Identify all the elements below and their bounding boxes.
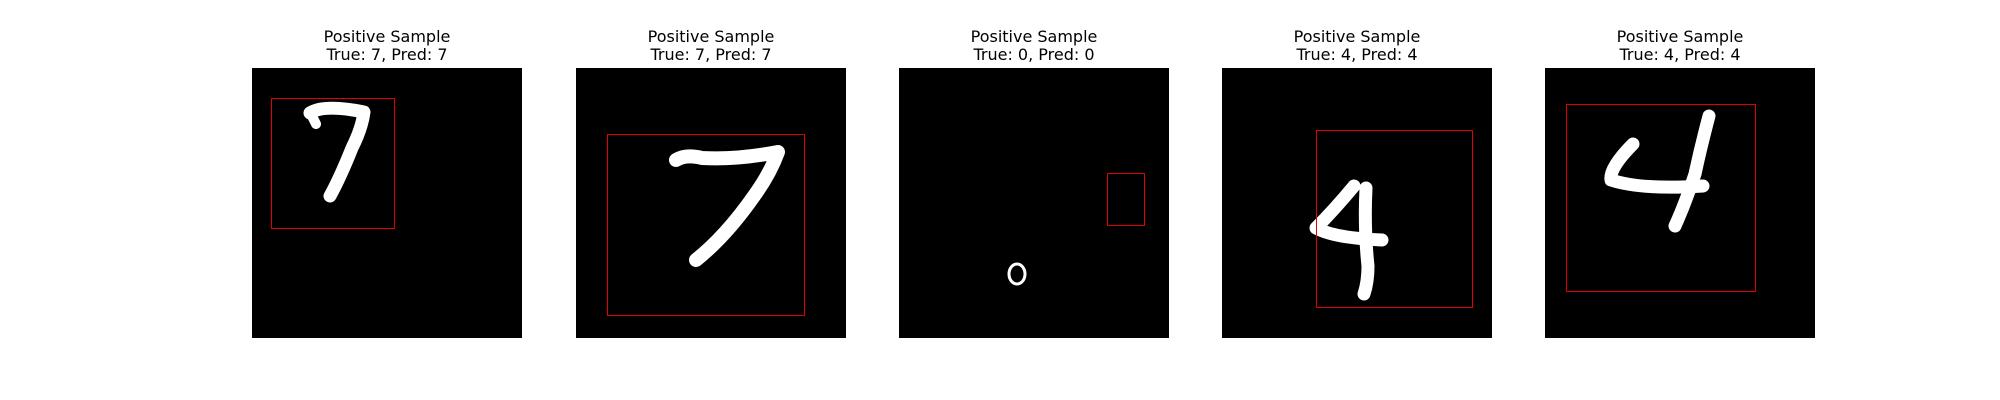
digit-image-2 bbox=[576, 68, 846, 338]
panel-title-line-5: Positive Sample bbox=[1616, 27, 1744, 46]
panel-title-line-1: Positive Sample bbox=[323, 27, 451, 46]
digit-7-drawing-2 bbox=[669, 145, 785, 267]
panel-subtitle-line-3: True: 0, Pred: 0 bbox=[973, 45, 1095, 64]
panel-subtitle-line-2: True: 7, Pred: 7 bbox=[650, 45, 772, 64]
bounding-box-4 bbox=[1316, 130, 1473, 308]
digit-image-5 bbox=[1545, 68, 1815, 338]
panel-title-line-4: Positive Sample bbox=[1293, 27, 1421, 46]
panel-title-line-2: Positive Sample bbox=[647, 27, 775, 46]
sample-panel-3: Positive Sample True: 0, Pred: 0 bbox=[899, 28, 1169, 338]
bounding-box-1 bbox=[271, 98, 395, 229]
panel-title-5: Positive Sample True: 4, Pred: 4 bbox=[1545, 28, 1815, 66]
panel-title-line-3: Positive Sample bbox=[970, 27, 1098, 46]
digit-4-drawing-5 bbox=[1604, 109, 1716, 233]
digit-image-4 bbox=[1222, 68, 1492, 338]
digit-7-drawing-1 bbox=[303, 101, 371, 203]
panel-title-2: Positive Sample True: 7, Pred: 7 bbox=[576, 28, 846, 66]
panel-subtitle-line-1: True: 7, Pred: 7 bbox=[326, 45, 448, 64]
digit-image-1 bbox=[252, 68, 522, 338]
panel-title-1: Positive Sample True: 7, Pred: 7 bbox=[252, 28, 522, 66]
panel-subtitle-line-4: True: 4, Pred: 4 bbox=[1296, 45, 1418, 64]
panel-subtitle-line-5: True: 4, Pred: 4 bbox=[1619, 45, 1741, 64]
digit-0-drawing-3 bbox=[1007, 262, 1027, 286]
bounding-box-3 bbox=[1107, 173, 1145, 226]
sample-panel-2: Positive Sample True: 7, Pred: 7 bbox=[576, 28, 846, 338]
bounding-box-2 bbox=[607, 134, 805, 316]
sample-panel-4: Positive Sample True: 4, Pred: 4 bbox=[1222, 28, 1492, 338]
digit-image-3 bbox=[899, 68, 1169, 338]
bounding-box-5 bbox=[1566, 104, 1756, 292]
sample-panel-5: Positive Sample True: 4, Pred: 4 bbox=[1545, 28, 1815, 338]
sample-panel-1: Positive Sample True: 7, Pred: 7 bbox=[252, 28, 522, 338]
panel-title-3: Positive Sample True: 0, Pred: 0 bbox=[899, 28, 1169, 66]
panel-title-4: Positive Sample True: 4, Pred: 4 bbox=[1222, 28, 1492, 66]
